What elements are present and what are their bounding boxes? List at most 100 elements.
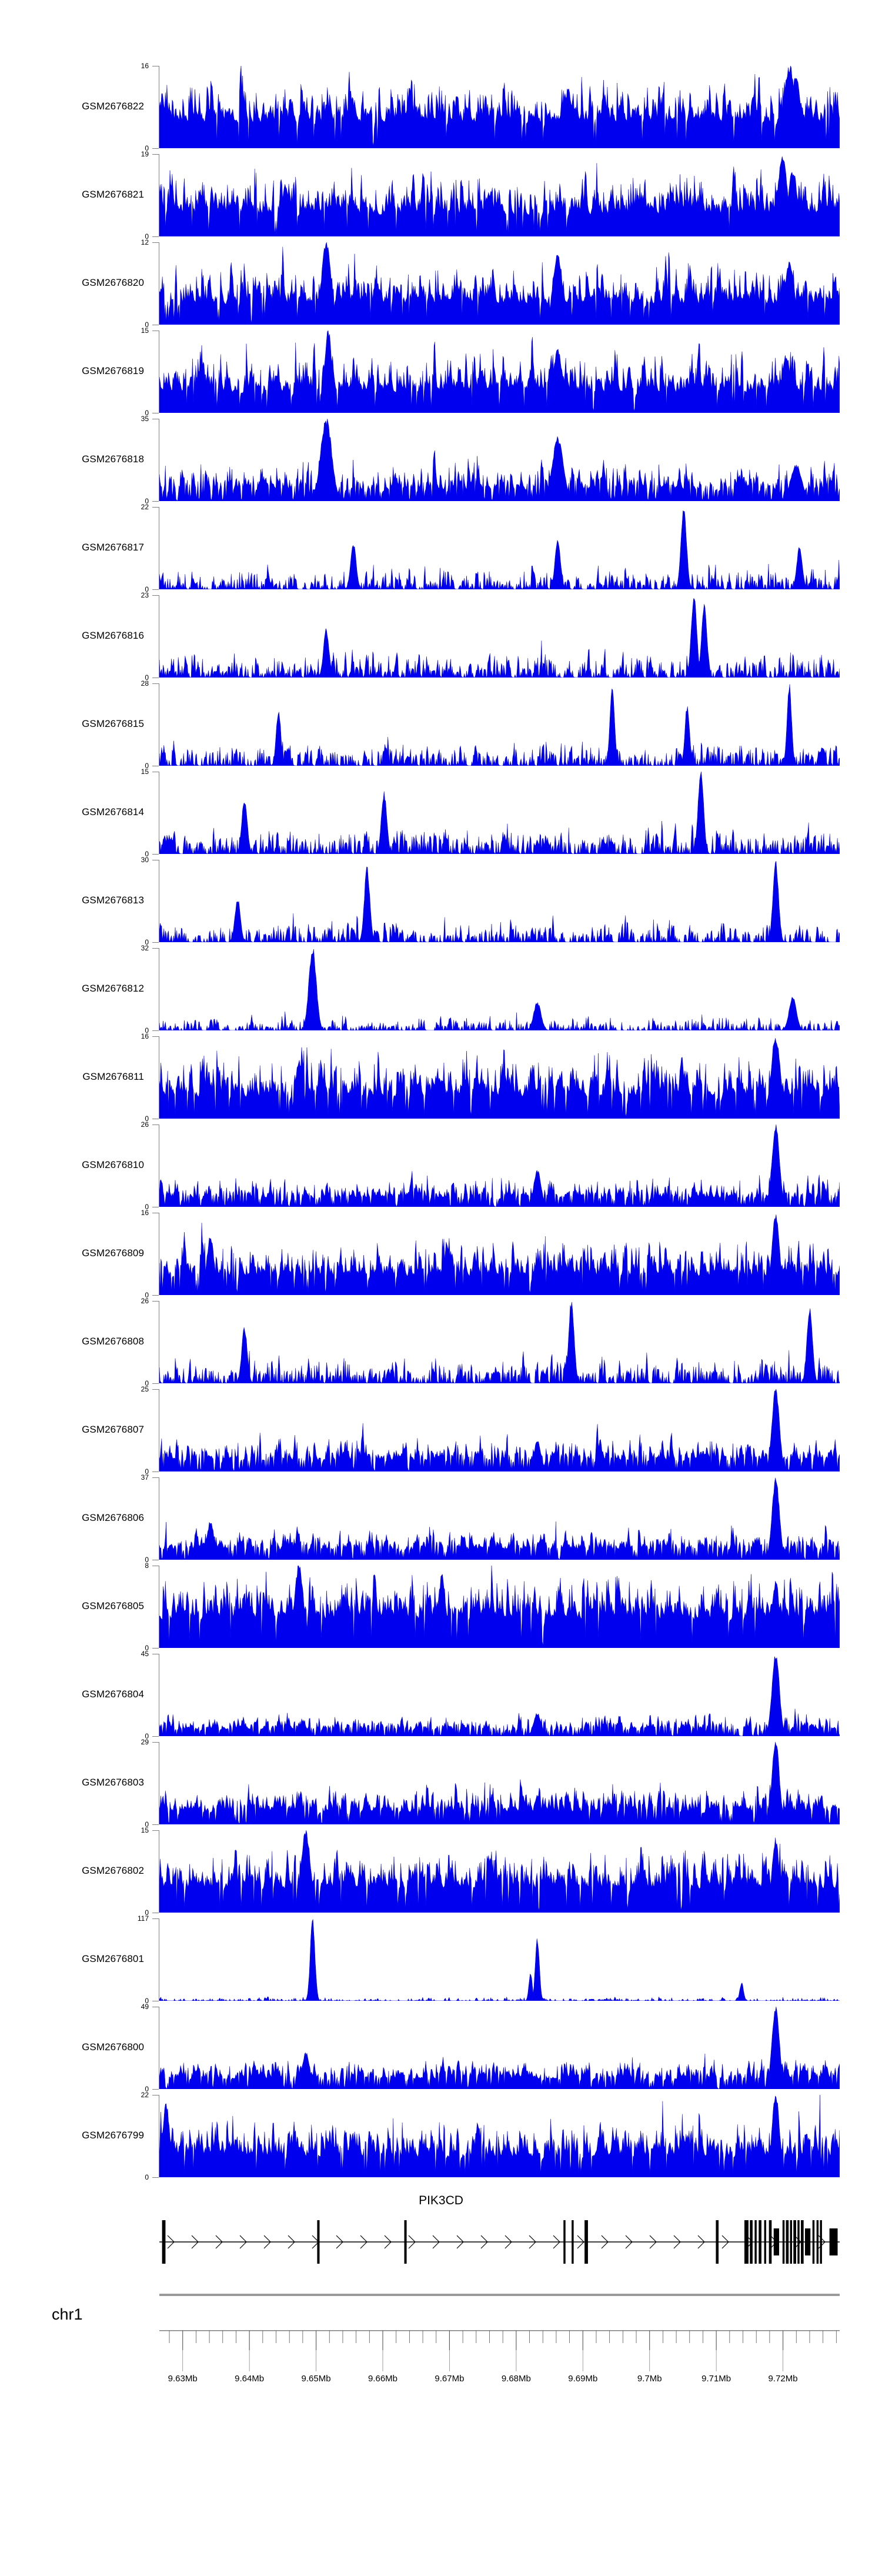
y-axis-min-tick [152, 1383, 159, 1384]
y-axis-min-label: 0 [145, 1644, 149, 1652]
y-axis-max-label: 15 [141, 768, 149, 776]
coverage-profile [159, 2007, 840, 2089]
y-axis-max-tick [152, 595, 159, 596]
coverage-profile [159, 1214, 840, 1295]
gene-model-diagram [159, 2220, 840, 2264]
coverage-track[interactable]: GSM2676821 19 0 [0, 121, 882, 241]
coverage-profile [159, 684, 840, 766]
coverage-track[interactable]: GSM2676801 117 0 [0, 1886, 882, 2005]
y-axis-max-label: 22 [141, 2091, 149, 2099]
coverage-track[interactable]: GSM2676813 30 0 [0, 827, 882, 946]
coverage-track[interactable]: GSM2676810 26 0 [0, 1092, 882, 1211]
coverage-profile [159, 1830, 840, 1913]
y-axis-min-label: 0 [145, 321, 149, 329]
coverage-profile [159, 1742, 840, 1824]
ruler-tick-label: 9.72Mb [768, 2374, 798, 2384]
y-axis-max-tick [152, 507, 159, 508]
coverage-track[interactable]: GSM2676817 22 0 [0, 474, 882, 593]
y-axis-min-tick [152, 1648, 159, 1649]
y-axis-min-label: 0 [145, 497, 149, 505]
y-axis-max-label: 37 [141, 1473, 149, 1481]
y-axis-max-tick [152, 683, 159, 684]
coverage-track[interactable]: GSM2676811 16 0 [0, 1003, 882, 1122]
coverage-profile [159, 949, 840, 1030]
ruler-tick-label: 9.66Mb [368, 2374, 398, 2384]
y-axis-max-label: 15 [141, 326, 149, 335]
track-sample-label: GSM2676803 [82, 1777, 144, 1788]
y-axis-min-label: 0 [145, 232, 149, 241]
coverage-profile [159, 1302, 840, 1383]
gene-model-track[interactable]: PIK3CD [0, 2194, 882, 2282]
coverage-profile [159, 598, 840, 678]
y-axis-max-label: 26 [141, 1297, 149, 1305]
coverage-track[interactable]: GSM2676800 49 0 [0, 1974, 882, 2093]
track-sample-label: GSM2676813 [82, 895, 144, 906]
y-axis-min-tick [152, 1471, 159, 1472]
y-axis-max-tick [152, 242, 159, 243]
y-axis-max-tick [152, 1830, 159, 1831]
y-axis-min-tick [152, 1030, 159, 1031]
ruler-tick-label: 9.64Mb [235, 2374, 265, 2384]
y-axis-max-label: 32 [141, 944, 149, 952]
coverage-profile [159, 1656, 840, 1736]
y-axis-min-label: 0 [145, 1556, 149, 1564]
y-axis-max-label: 19 [141, 150, 149, 158]
coverage-track[interactable]: GSM2676814 15 0 [0, 739, 882, 858]
y-axis-min-label: 0 [145, 850, 149, 858]
coverage-track[interactable]: GSM2676808 26 0 [0, 1268, 882, 1387]
coverage-track[interactable]: GSM2676815 28 0 [0, 650, 882, 769]
coverage-profile [159, 331, 840, 413]
y-axis-min-tick [152, 1736, 159, 1737]
track-sample-label: GSM2676818 [82, 453, 144, 465]
y-axis-max-label: 30 [141, 856, 149, 864]
coverage-track[interactable]: GSM2676799 22 0 [0, 2062, 882, 2181]
y-axis-min-label: 0 [145, 585, 149, 593]
y-axis-min-label: 0 [145, 1203, 149, 1211]
y-axis-max-label: 23 [141, 591, 149, 599]
coverage-track[interactable]: GSM2676805 8 0 [0, 1533, 882, 1652]
coverage-track[interactable]: GSM2676803 29 0 [0, 1709, 882, 1828]
track-sample-label: GSM2676810 [82, 1159, 144, 1170]
track-sample-label: GSM2676808 [82, 1336, 144, 1347]
track-sample-label: GSM2676812 [82, 983, 144, 994]
ruler-tick-label: 9.63Mb [168, 2374, 198, 2384]
track-sample-label: GSM2676800 [82, 2041, 144, 2053]
track-sample-label: GSM2676806 [82, 1512, 144, 1523]
coverage-track[interactable]: GSM2676822 16 0 [0, 33, 882, 152]
track-sample-label: GSM2676814 [82, 806, 144, 817]
coverage-track[interactable]: GSM2676818 35 0 [0, 386, 882, 505]
y-axis-max-tick [152, 1389, 159, 1390]
y-axis-min-label: 0 [145, 2173, 149, 2181]
coverage-profile [159, 860, 840, 942]
ruler-tick-label: 9.69Mb [568, 2374, 598, 2384]
y-axis-max-label: 35 [141, 415, 149, 423]
coverage-track[interactable]: GSM2676809 16 0 [0, 1180, 882, 1299]
coverage-track[interactable]: GSM2676806 37 0 [0, 1444, 882, 1564]
y-axis-max-tick [152, 1301, 159, 1302]
chromosome-label: chr1 [52, 2305, 83, 2323]
y-axis-max-label: 16 [141, 1032, 149, 1040]
coverage-profile [159, 1566, 840, 1648]
coverage-track[interactable]: GSM2676802 15 0 [0, 1797, 882, 1916]
coverage-profile [159, 242, 840, 325]
track-sample-label: GSM2676820 [82, 277, 144, 288]
coverage-track[interactable]: GSM2676807 25 0 [0, 1356, 882, 1475]
coverage-track[interactable]: GSM2676804 45 0 [0, 1621, 882, 1740]
y-axis-max-tick [152, 1036, 159, 1037]
coverage-track[interactable]: GSM2676816 23 0 [0, 562, 882, 681]
y-axis-max-label: 28 [141, 679, 149, 688]
y-axis-max-tick [152, 1742, 159, 1743]
coverage-track[interactable]: GSM2676812 32 0 [0, 915, 882, 1034]
y-axis-min-tick [152, 501, 159, 502]
track-sample-label: GSM2676815 [82, 718, 144, 729]
ruler-tick-label: 9.68Mb [501, 2374, 531, 2384]
y-axis-min-label: 0 [145, 1379, 149, 1387]
y-axis-min-label: 0 [145, 1997, 149, 2005]
y-axis-min-tick [152, 854, 159, 855]
coverage-profile [159, 2095, 840, 2177]
y-axis-max-label: 8 [145, 1561, 149, 1570]
coverage-track[interactable]: GSM2676819 15 0 [0, 298, 882, 416]
coverage-track[interactable]: GSM2676820 12 0 [0, 209, 882, 329]
coverage-profile [159, 510, 840, 589]
track-sample-label: GSM2676822 [82, 101, 144, 112]
